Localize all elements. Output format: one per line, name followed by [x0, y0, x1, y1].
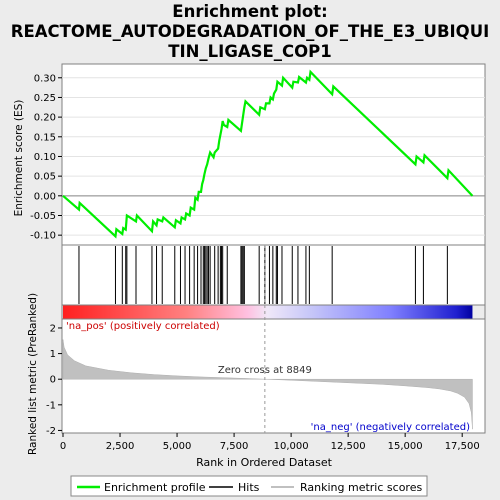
- title-line-2: REACTOME_AUTODEGRADATION_OF_THE_E3_UBIQU…: [10, 22, 490, 41]
- x-tick-label: 5,000: [163, 441, 192, 452]
- es-y-tick-label: 0.25: [34, 93, 56, 104]
- es-y-tick-label: 0.10: [34, 152, 56, 163]
- x-axis-label: Rank in Ordered Dataset: [196, 456, 333, 469]
- x-tick-label: 17,500: [445, 441, 480, 452]
- es-y-tick-label: 0.15: [34, 132, 56, 143]
- legend-label-enrichment: Enrichment profile: [104, 481, 206, 494]
- x-tick-label: 12,500: [331, 441, 366, 452]
- metric-y-tick-label: 1: [50, 349, 56, 360]
- x-tick-label: 7,500: [220, 441, 249, 452]
- enrichment-profile-line: [62, 69, 474, 239]
- metric-y-tick-label: 0: [50, 375, 56, 386]
- es-y-tick-label: -0.05: [30, 211, 56, 222]
- es-y-tick-label: -0.10: [30, 231, 56, 242]
- es-y-tick-label: 0.20: [34, 113, 56, 124]
- es-y-tick-label: 0.05: [34, 172, 56, 183]
- ranking-metric-area: [62, 339, 473, 430]
- legend: Enrichment profile Hits Ranking metric s…: [70, 475, 428, 497]
- zero-cross-label: Zero cross at 8849: [218, 365, 312, 376]
- title-line-1: Enrichment plot:: [172, 2, 328, 21]
- rank-color-bar: [61, 304, 486, 320]
- hits-panel: [61, 244, 486, 306]
- es-panel: -0.10 -0.05 0.00 0.05 0.10 0.15 0.20 0.25 0.30 E…: [13, 63, 486, 246]
- metric-y-tick-label: 2: [50, 323, 56, 334]
- x-tick-label: 0: [60, 441, 66, 452]
- color-bar: [63, 305, 473, 319]
- es-y-tick-label: 0.00: [34, 191, 56, 202]
- legend-label-ranking: Ranking metric scores: [300, 481, 422, 494]
- x-tick-label: 2,500: [106, 441, 135, 452]
- es-y-ticks: -0.10 -0.05 0.00 0.05 0.10 0.15 0.20 0.25 0.30: [30, 73, 62, 242]
- es-y-axis-label: Enrichment score (ES): [13, 100, 25, 217]
- x-tick-label: 10,000: [274, 441, 309, 452]
- metric-y-tick-label: -1: [46, 400, 56, 411]
- legend-label-hits: Hits: [238, 481, 260, 494]
- es-y-tick-label: 0.30: [34, 73, 56, 84]
- chart-title: Enrichment plot: REACTOME_AUTODEGRADATIO…: [0, 2, 500, 62]
- title-line-3: TIN_LIGASE_COP1: [168, 42, 332, 61]
- metric-y-axis-label: Ranked list metric (PreRanked): [27, 293, 39, 455]
- x-tick-label: 15,000: [388, 441, 423, 452]
- metric-y-ticks: -2 -1 0 1 2: [46, 323, 62, 437]
- metric-y-tick-label: -2: [46, 426, 56, 437]
- hit-marks: [78, 246, 448, 304]
- positive-correlation-label: 'na_pos' (positively correlated): [66, 321, 220, 332]
- negative-correlation-label: 'na_neg' (negatively correlated): [311, 422, 470, 433]
- x-ticks: 0 2,500 5,000 7,500 10,000 12,500 15,000 17,500: [60, 433, 480, 452]
- metric-panel: 'na_pos' (positively correlated) Zero cr…: [27, 245, 486, 469]
